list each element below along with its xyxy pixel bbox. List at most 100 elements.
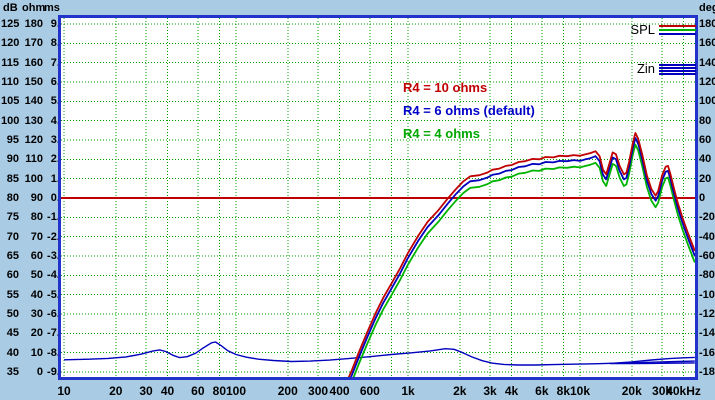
freq-tick-label: 8k	[556, 384, 571, 398]
axis-tick-label: 160	[24, 56, 43, 69]
axis-tick-label: 100	[24, 172, 43, 185]
axis-tick-label: 20	[30, 327, 43, 340]
left-axis-row: 40 10 -8.0	[1, 347, 66, 359]
legend-swatch-line	[659, 33, 696, 35]
axis-tick-label: 30	[30, 307, 43, 320]
axis-tick-label: 120	[24, 133, 43, 146]
left-axis-row: 35 0 -9.0	[1, 366, 66, 378]
left-axis-unit-ohm: ohm	[22, 2, 46, 14]
legend-spl: SPL	[617, 23, 696, 37]
axis-tick-label: 85	[6, 172, 19, 185]
curve-zin-upper-branch	[610, 356, 695, 365]
left-axis-row: 45 20 -7.0	[1, 327, 66, 339]
deg-tick-label: 160	[699, 37, 715, 50]
deg-tick-label: -40	[699, 230, 715, 243]
axis-tick-label: 125	[1, 18, 20, 30]
left-axis-unit-db: dB	[3, 2, 18, 14]
freq-tick-label: 6k	[535, 384, 549, 398]
freq-tick-label: 4k	[504, 384, 519, 398]
axis-tick-label: 110	[1, 75, 19, 88]
right-axis-unit-deg: deg	[699, 2, 715, 14]
axis-tick-label: 75	[6, 211, 19, 224]
curve-zin	[63, 341, 695, 366]
left-axis-row: 55 40 -5.0	[1, 289, 66, 301]
freq-tick-label: 10	[57, 384, 71, 398]
deg-tick-label: 100	[699, 95, 715, 108]
left-axis-row: 1251809.0	[1, 18, 66, 30]
deg-tick-label: -120	[699, 307, 715, 320]
deg-tick-label: 0	[699, 191, 706, 204]
axis-tick-label: 60	[6, 269, 19, 282]
freq-tick-label: 200	[277, 384, 298, 398]
legend-swatch-line	[659, 70, 696, 72]
annotation-2: R4 = 4 ohms	[403, 126, 480, 141]
deg-tick-label: 60	[699, 133, 712, 146]
deg-tick-label: 40	[699, 153, 712, 166]
curve-zin-lower-branch	[610, 362, 695, 365]
axis-tick-label: 40	[6, 346, 19, 359]
freq-tick-label: 1k	[401, 384, 415, 398]
legend-label: SPL	[630, 22, 655, 37]
curve-spl-r4-10-ohms	[347, 132, 695, 377]
axis-tick-label: 70	[30, 230, 43, 243]
annotation-0: R4 = 10 ohms	[403, 80, 488, 95]
axis-tick-label: 55	[6, 288, 19, 301]
freq-tick-label: 60	[191, 384, 205, 398]
left-axis-row: 1151607.0	[1, 57, 66, 69]
axis-tick-label: 115	[1, 56, 19, 69]
deg-tick-label: -160	[699, 346, 715, 359]
axis-tick-label: 110	[25, 153, 43, 166]
axis-tick-label: 170	[24, 37, 43, 50]
axis-tick-label: 40	[30, 288, 43, 301]
left-axis-row: 1101506.0	[1, 76, 66, 88]
legend-swatch-line	[659, 25, 696, 27]
left-axis-unit-ms: ms	[44, 2, 60, 14]
axis-tick-label: 45	[6, 327, 19, 340]
freq-tick-label: 600	[359, 384, 380, 398]
deg-tick-label: -20	[699, 211, 715, 224]
axis-tick-label: 60	[30, 249, 43, 262]
legend-swatch-line	[659, 67, 696, 69]
freq-tick-label: 100	[225, 384, 247, 398]
legend-swatch-line	[659, 73, 696, 75]
curve-spl-r4-4-ohms	[352, 143, 695, 377]
left-axis-row: 65 60 -3.0	[1, 250, 66, 262]
left-axis-row: 70 70 -2.0	[1, 231, 66, 243]
legend-swatch	[659, 23, 696, 37]
freq-tick-label: 20k	[621, 384, 642, 398]
deg-tick-label: 20	[699, 172, 712, 185]
axis-tick-label: 100	[1, 114, 20, 127]
legend-swatch	[659, 62, 696, 76]
axis-tick-label: 150	[24, 75, 43, 88]
axis-tick-label: 120	[1, 37, 20, 50]
left-axis-row: 951203.0	[1, 134, 66, 146]
freq-tick-label: 80	[212, 384, 227, 398]
left-axis-row: 1201708.0	[1, 37, 66, 49]
annotation-1: R4 = 6 ohms (default)	[403, 103, 535, 118]
curve-spl-r4-6-ohms-default-	[350, 137, 695, 377]
axis-tick-label: 90	[30, 191, 43, 204]
freq-tick-label: 30	[139, 384, 153, 398]
freq-tick-label: 300	[308, 384, 329, 398]
left-axis-row: 1001304.0	[1, 115, 66, 127]
chart-canvas	[61, 18, 695, 377]
left-axis-row: 60 50 -4.0	[1, 269, 66, 281]
left-axis-row: 75 80 -1.0	[1, 211, 66, 223]
legend-label: Zin	[636, 61, 655, 76]
left-axis-row: 851001.0	[1, 173, 66, 185]
left-axis-row: 1051405.0	[1, 95, 66, 107]
axis-tick-label: 180	[24, 18, 43, 30]
freq-tick-label: 40	[160, 384, 175, 398]
axis-tick-label: 65	[6, 249, 19, 262]
axis-tick-label: 80	[6, 191, 19, 204]
freq-tick-label: 30k	[652, 384, 673, 398]
deg-tick-label: -100	[699, 288, 715, 301]
legend-zin: Zin	[617, 62, 696, 76]
axis-tick-label: 50	[6, 307, 19, 320]
axis-tick-label: 90	[6, 153, 19, 166]
axis-tick-label: 130	[24, 114, 43, 127]
left-axis-row: 80900.0	[1, 192, 66, 204]
freq-tick-label: 40kHz	[666, 384, 701, 398]
freq-tick-label: 20	[109, 384, 123, 398]
